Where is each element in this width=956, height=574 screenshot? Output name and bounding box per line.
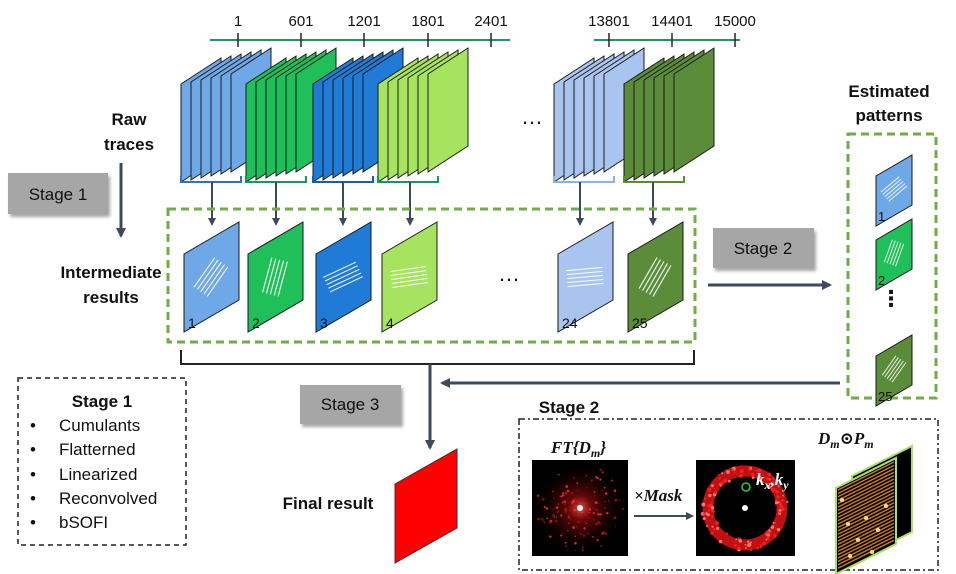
bullet-icon: •	[30, 465, 36, 484]
stage2-detail-box	[518, 418, 939, 571]
method-item: Flatterned	[59, 440, 136, 459]
intermediate-number: 25	[632, 315, 648, 331]
raw-traces-label-line1: Raw	[112, 110, 148, 129]
frame-bracket	[623, 176, 685, 183]
pattern-tile: 1	[875, 154, 913, 227]
tick-label: 601	[288, 13, 313, 30]
ft-spectrum-image	[532, 460, 628, 556]
raw-frame	[427, 47, 469, 173]
intermediate-tile: 1	[183, 221, 240, 333]
bullet-icon: •	[30, 416, 36, 435]
stage1-button-label: Stage 1	[29, 185, 88, 204]
frame-bracket	[245, 176, 307, 183]
bullet-icon: •	[30, 489, 36, 508]
stage3-button[interactable]	[300, 385, 401, 424]
tick-label: 1801	[411, 13, 444, 30]
intermediate-tile: 3	[315, 221, 372, 333]
peak-marker	[741, 482, 751, 492]
tick-label: 1	[234, 13, 242, 30]
timeline-right	[594, 33, 740, 47]
estimated-label-line1: Estimated	[848, 82, 929, 101]
intermediate-tile: 4	[381, 221, 438, 333]
bullet-icon: •	[30, 513, 36, 532]
final-result-label: Final result	[283, 494, 374, 513]
pattern-number: 2	[878, 273, 885, 288]
tick-label: 14401	[651, 13, 693, 30]
tick-label: 13801	[588, 13, 630, 30]
pattern-tile: 2	[875, 218, 913, 291]
timeline-left	[210, 33, 510, 47]
product-image	[835, 444, 913, 574]
pattern-number: 25	[878, 389, 892, 404]
estimated-patterns-box	[846, 132, 938, 400]
frame-bracket	[377, 176, 439, 183]
ft-label: FT{Dm}	[550, 438, 606, 460]
method-item: Reconvolved	[59, 489, 157, 508]
raw-frame	[673, 47, 715, 173]
pattern-tile: 25	[875, 334, 913, 407]
stage1-methods-box	[17, 377, 187, 546]
stack-ellipsis: …	[521, 104, 543, 129]
raw-traces-label-line2: traces	[104, 135, 154, 154]
intermediate-number: 2	[252, 315, 260, 331]
stage2-button[interactable]	[713, 228, 814, 268]
intermediate-label-line2: results	[83, 288, 139, 307]
patterns-vertical-ellipsis: ⋮	[880, 286, 902, 311]
tick-label: 2401	[474, 13, 507, 30]
stack-brackets	[180, 176, 685, 226]
stage3-bracket	[180, 350, 695, 365]
mask-label: ×Mask	[634, 486, 683, 505]
frame-bracket	[180, 176, 242, 183]
bullet-icon: •	[30, 440, 36, 459]
intermediate-box	[166, 207, 697, 344]
intermediate-number: 3	[320, 315, 328, 331]
estimated-patterns: 1 2 25	[875, 154, 913, 407]
intermediate-ellipsis: …	[498, 261, 520, 286]
pattern-number: 1	[878, 209, 885, 224]
intermediate-number: 1	[188, 315, 196, 331]
k-label: kx,ky	[756, 470, 789, 492]
stage1-button[interactable]	[8, 173, 108, 214]
stage2-button-label: Stage 2	[734, 239, 793, 258]
stage2-detail-title: Stage 2	[539, 398, 599, 417]
raw-trace-stacks	[180, 47, 715, 183]
final-result-image	[394, 448, 458, 564]
estimated-label-line2: patterns	[855, 106, 922, 125]
intermediate-tile: 2	[247, 221, 304, 333]
intermediate-tile: 25	[627, 221, 684, 333]
tick-label: 15000	[714, 13, 756, 30]
intermediate-number: 4	[386, 315, 394, 331]
frame-bracket	[553, 176, 615, 183]
frame-bracket	[312, 176, 374, 183]
intermediate-tile: 24	[557, 221, 614, 333]
stage1-methods-title: Stage 1	[72, 392, 132, 411]
tick-label: 1201	[347, 13, 380, 30]
intermediate-number: 24	[562, 315, 578, 331]
product-label: Dm⊙Pm	[817, 429, 874, 451]
method-item: Cumulants	[59, 416, 140, 435]
intermediate-label-line1: Intermediate	[60, 263, 161, 282]
masked-ring-image	[696, 460, 795, 556]
stage3-button-label: Stage 3	[321, 395, 380, 414]
intermediate-results: 1 2 3 4 24 25	[183, 221, 684, 333]
method-item: bSOFI	[59, 513, 108, 532]
method-item: Linearized	[59, 465, 137, 484]
